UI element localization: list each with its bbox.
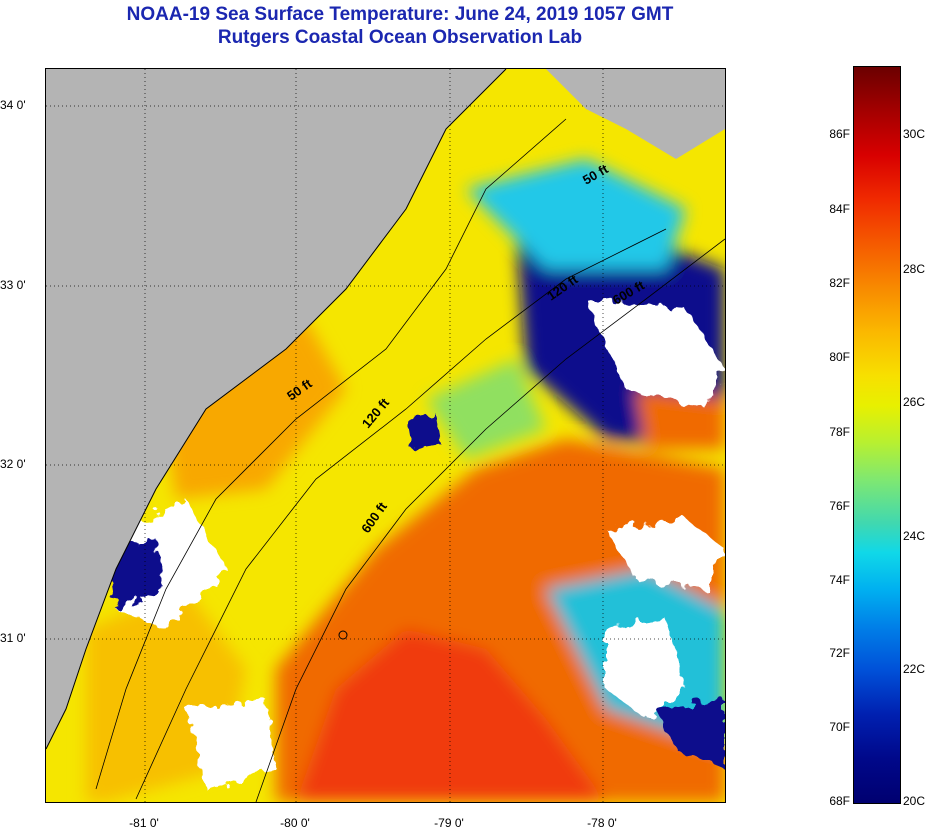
map-subtitle: Rutgers Coastal Ocean Observation Lab — [217, 27, 583, 48]
celsius-label: 28C — [903, 262, 926, 276]
fahrenheit-label: 84F — [829, 202, 850, 216]
fahrenheit-label: 74F — [829, 573, 850, 587]
cloud-patch — [586, 299, 725, 409]
lon-label: -78 0' — [587, 816, 617, 830]
fahrenheit-label: 80F — [829, 350, 850, 364]
contour-50ft — [95, 118, 567, 790]
fahrenheit-label: 68F — [829, 794, 850, 808]
fahrenheit-label: 76F — [829, 499, 850, 513]
lon-label: -80 0' — [280, 816, 310, 830]
fahrenheit-label: 78F — [829, 425, 850, 439]
celsius-label: 20C — [903, 794, 926, 808]
cool-region — [466, 159, 686, 269]
fahrenheit-label: 70F — [829, 720, 850, 734]
lat-label: 32 0' — [0, 457, 26, 471]
lat-label: 33 0' — [0, 278, 26, 292]
contour-600ft — [255, 238, 725, 802]
hot-region — [296, 629, 606, 802]
celsius-label: 30C — [903, 127, 926, 141]
lon-label: -79 0' — [434, 816, 464, 830]
fahrenheit-label: 86F — [829, 127, 850, 141]
buoy-marker — [338, 630, 348, 640]
coastline — [46, 69, 507, 750]
celsius-label: 24C — [903, 529, 926, 543]
land-mass — [46, 69, 506, 749]
color-scale-bar — [853, 66, 901, 804]
sst-map-canvas: 50 ft 120 ft 600 ft 600 ft 120 ft 50 ft — [46, 69, 725, 802]
fahrenheit-label: 82F — [829, 276, 850, 290]
land-north — [546, 69, 725, 159]
contour-120ft — [135, 228, 667, 800]
celsius-label: 22C — [903, 662, 926, 676]
lon-label: -81 0' — [129, 816, 159, 830]
lat-label: 34 0' — [0, 98, 26, 112]
fahrenheit-label: 72F — [829, 646, 850, 660]
map-title: NOAA-19 Sea Surface Temperature: June 24… — [126, 4, 674, 25]
lat-label: 31 0' — [0, 631, 26, 645]
transition-zone — [426, 359, 546, 459]
sst-map: 50 ft 120 ft 600 ft 600 ft 120 ft 50 ft — [45, 68, 726, 803]
celsius-label: 26C — [903, 395, 926, 409]
